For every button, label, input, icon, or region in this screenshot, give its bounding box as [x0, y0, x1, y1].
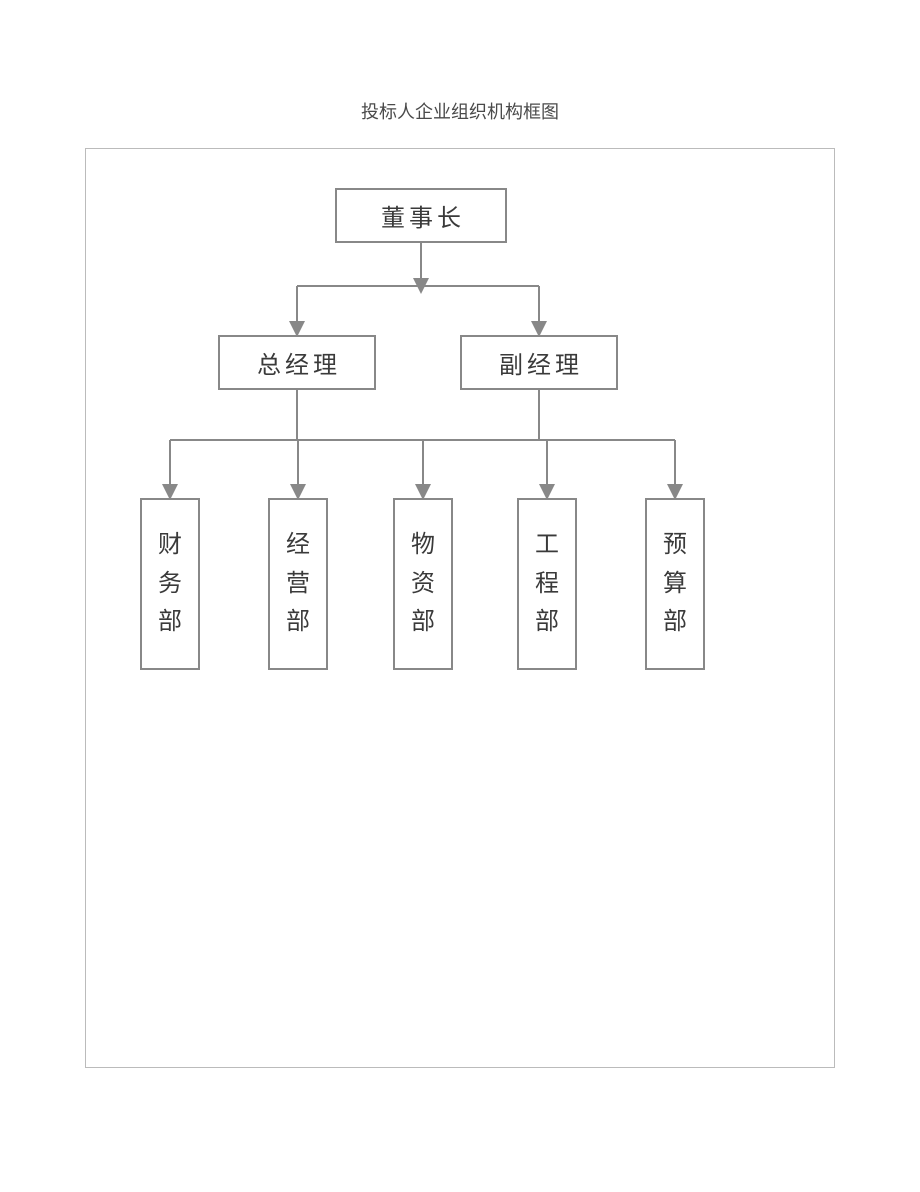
node-label: 经营部	[286, 526, 310, 641]
node-label: 财务部	[158, 526, 182, 641]
node-label: 总经理	[257, 345, 341, 380]
node-budget: 预算部	[645, 498, 705, 670]
node-label: 工程部	[535, 526, 559, 641]
node-business: 经营部	[268, 498, 328, 670]
node-label: 物资部	[411, 526, 435, 641]
node-chairman: 董事长	[335, 188, 507, 243]
node-finance: 财务部	[140, 498, 200, 670]
node-materials: 物资部	[393, 498, 453, 670]
node-gm: 总经理	[218, 335, 376, 390]
page-title: 投标人企业组织机构框图	[0, 98, 920, 124]
node-engineering: 工程部	[517, 498, 577, 670]
node-label: 副经理	[499, 345, 583, 380]
node-label: 董事长	[381, 198, 465, 233]
node-dgm: 副经理	[460, 335, 618, 390]
node-label: 预算部	[663, 526, 687, 641]
